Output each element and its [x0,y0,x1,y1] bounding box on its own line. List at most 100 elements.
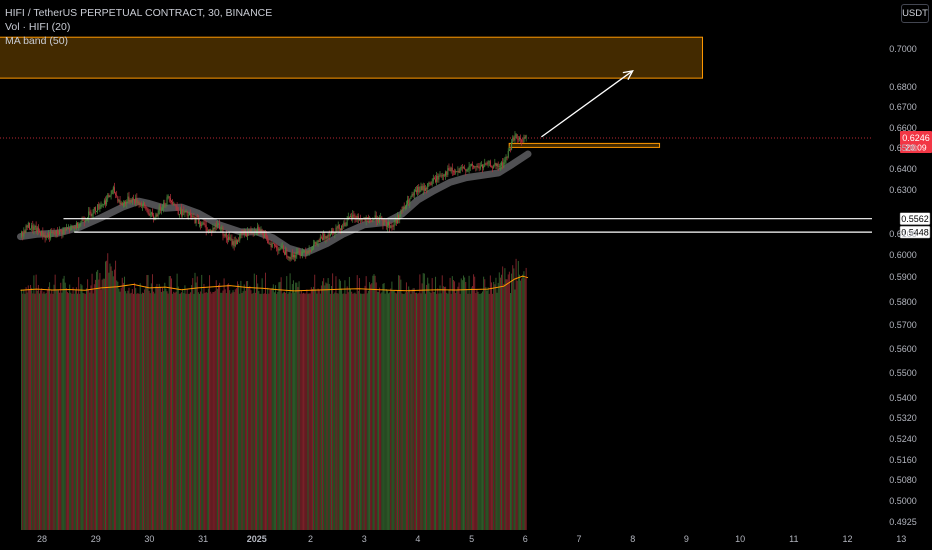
candle-body [249,229,251,233]
volume-bar [286,276,288,530]
volume-bar [352,293,354,530]
candle-body [281,246,283,248]
volume-bar [372,275,374,530]
candle-body [318,240,320,242]
candle-body [412,194,414,196]
candle-body [492,167,494,169]
volume-bar [70,292,72,530]
volume-bar [401,293,403,530]
projection-arrow[interactable] [541,70,634,138]
volume-bar [93,284,95,530]
candle-body [311,248,313,251]
volume-bar [499,277,501,530]
candle-body [106,198,108,205]
volume-bar [518,274,520,530]
entry-zone[interactable] [508,142,661,148]
candle-body [97,204,99,212]
volume-bar [428,283,430,530]
volume-bar [92,293,94,530]
candle-body [297,251,299,253]
volume-bar [65,288,67,530]
volume-bar [381,292,383,530]
candle-body [376,220,378,222]
volume-bar [195,282,197,530]
candle-body [353,214,355,216]
candle-body [53,232,55,234]
volume-bar [72,287,74,530]
volume-bar [383,283,385,530]
candle-body [64,229,66,231]
candle-body [260,229,262,233]
candle-body [223,235,225,237]
candle-body [305,251,307,255]
volume-bar [261,278,263,530]
candle-body [61,230,63,235]
candle-body [419,190,421,193]
candle-body [105,200,107,205]
volume-bar [62,278,64,530]
volume-bar [73,293,75,530]
candle-body [109,195,111,198]
volume-bar [176,273,178,530]
volume-bar [457,286,459,530]
candle-body [443,175,445,177]
volume-bar [60,282,62,530]
candle-body [303,251,305,253]
volume-bar [41,288,43,530]
candle-body [200,222,202,227]
volume-bar [295,282,297,530]
volume-bar [334,292,336,530]
volume-bar [514,289,516,530]
candle-body [391,225,393,227]
volume-bar [55,290,57,530]
candle-body [148,213,150,216]
candle-body [252,232,254,234]
volume-bar [56,290,58,530]
volume-bar [399,275,401,530]
volume-bar [382,283,384,530]
volume-bar [268,293,270,530]
candle-body [94,207,96,212]
volume-bar [243,284,245,530]
volume-bar [520,280,522,530]
candle-body [513,137,515,141]
target-zone[interactable] [0,36,704,79]
volume-bar [214,290,216,530]
volume-bar [108,272,110,530]
candle-body [428,182,430,184]
candle-body [364,218,366,222]
candle-body [132,198,134,200]
ma-band-indicator-label[interactable]: MA band (50) [5,35,69,47]
volume-bar [398,275,400,530]
volume-bar [211,293,213,530]
candle-body [517,139,519,140]
currency-button[interactable]: USDT [901,4,929,23]
candle-body [32,225,34,231]
candle-body [238,240,240,242]
candle-body [400,210,402,215]
volume-bar [374,275,376,530]
volume-bar [139,283,141,530]
volume-bar [228,283,230,530]
volume-bar [270,289,272,530]
volume-indicator-label[interactable]: Vol · HIFI (20) [5,21,71,33]
volume-bar [219,282,221,530]
candle-body [85,219,87,221]
volume-bar [492,293,494,530]
volume-bar [148,290,150,530]
volume-bar [159,286,161,530]
candle-body [454,171,456,173]
candle-body [228,236,230,241]
candle-body [495,163,497,166]
volume-bar [478,293,480,530]
volume-bar [441,275,443,530]
volume-bar [460,278,462,530]
candle-body [138,201,140,206]
last-price-label: 0.6246 [902,133,930,143]
y-axis-tick-label: 0.5080 [889,475,917,485]
candle-body [343,222,345,227]
volume-bar [509,293,511,530]
candle-body [215,224,217,227]
candle-body [214,224,216,229]
